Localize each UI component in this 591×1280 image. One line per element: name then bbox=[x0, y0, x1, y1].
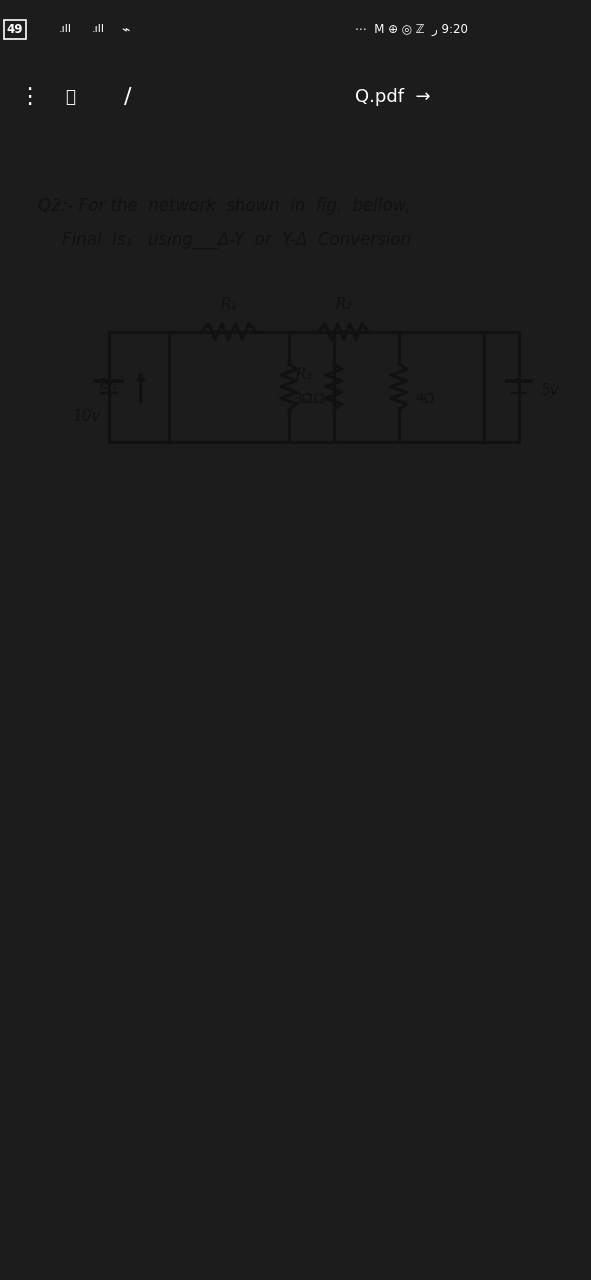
Text: ⋮: ⋮ bbox=[18, 87, 40, 106]
Text: Q2:- For the  network  shown  in  fig.  bellow,: Q2:- For the network shown in fig. bello… bbox=[38, 197, 410, 215]
Text: ⬜: ⬜ bbox=[65, 87, 75, 106]
Text: Final  Is₁   using___Δ-Y  or  Y-Δ  Conversion: Final Is₁ using___Δ-Y or Y-Δ Conversion bbox=[61, 232, 411, 250]
Text: Q.pdf  →: Q.pdf → bbox=[355, 87, 430, 106]
Text: R₁: R₁ bbox=[220, 297, 237, 311]
Text: 49: 49 bbox=[7, 23, 23, 36]
Text: ⌁: ⌁ bbox=[121, 23, 129, 36]
Text: 5v: 5v bbox=[541, 383, 560, 398]
Text: 4Ω: 4Ω bbox=[415, 392, 434, 406]
Text: 10v: 10v bbox=[72, 408, 101, 424]
Text: R₃: R₃ bbox=[296, 367, 312, 383]
Text: Is₁: Is₁ bbox=[100, 378, 119, 392]
Text: 3Ω: 3Ω bbox=[294, 392, 313, 406]
Text: ⋯  M ⊕ ◎ ℤ  ر 9:20: ⋯ M ⊕ ◎ ℤ ر 9:20 bbox=[355, 23, 467, 36]
Text: R₂: R₂ bbox=[335, 297, 352, 311]
Text: ∕: ∕ bbox=[124, 87, 132, 106]
Text: .ıll: .ıll bbox=[92, 24, 105, 35]
Text: 2Ω: 2Ω bbox=[305, 392, 324, 406]
Text: .ıll: .ıll bbox=[59, 24, 72, 35]
